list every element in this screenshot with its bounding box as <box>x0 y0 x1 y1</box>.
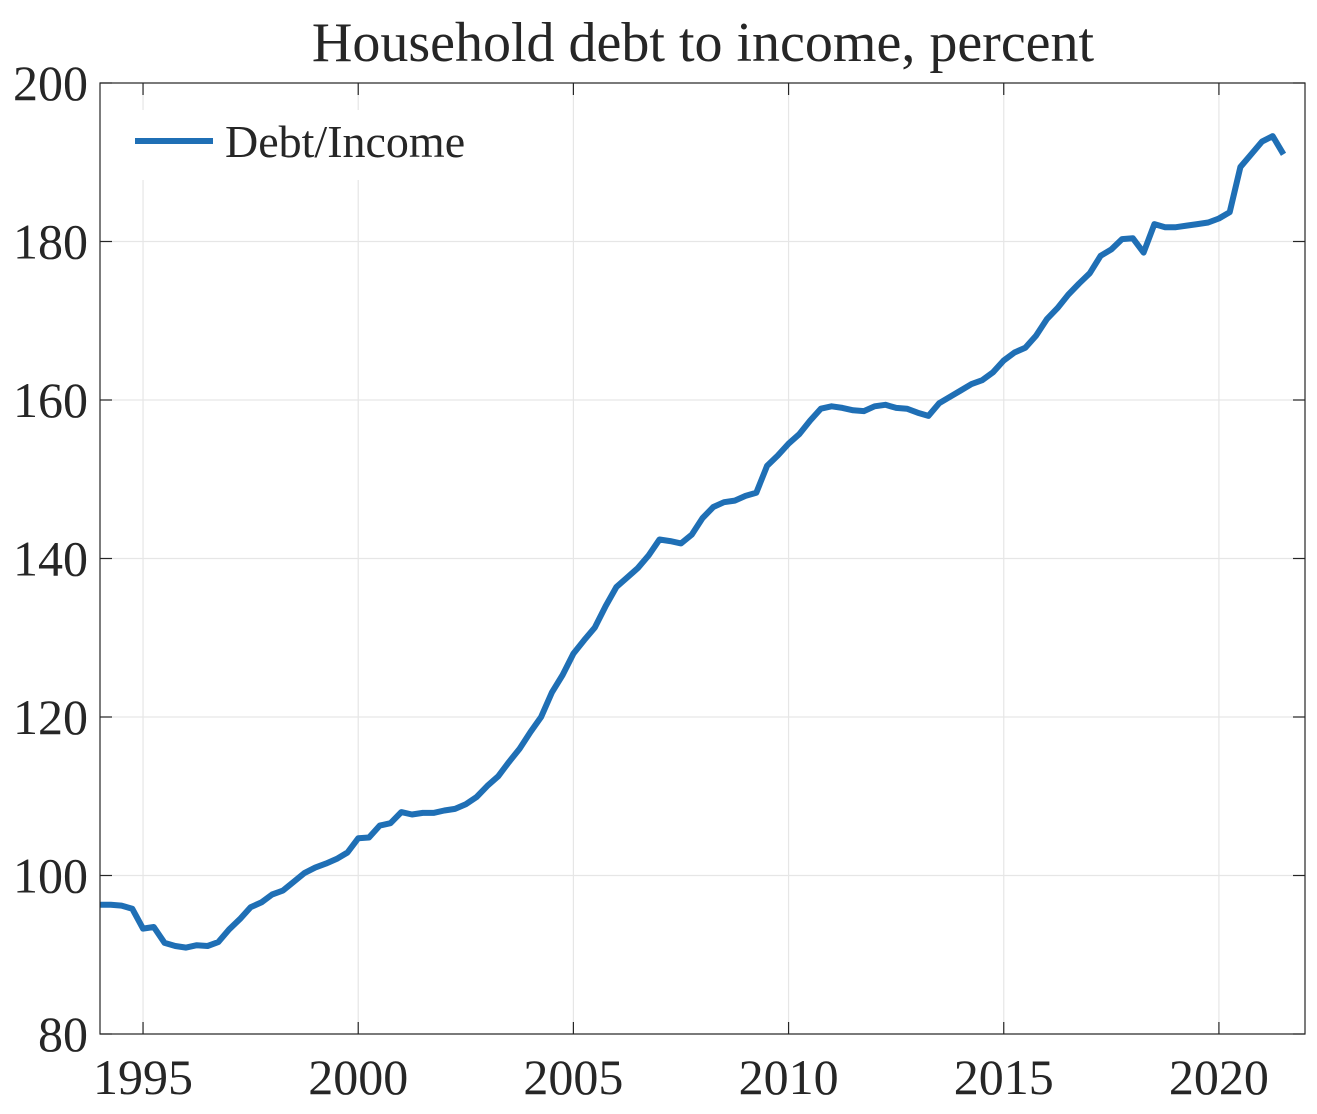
axis-ticks <box>100 82 1305 1035</box>
legend-background <box>120 110 510 180</box>
y-tick-label: 160 <box>13 372 88 428</box>
series-line-debt-income <box>100 133 1287 951</box>
legend: Debt/Income <box>120 110 510 180</box>
x-tick-label: 2005 <box>523 1049 623 1105</box>
y-tick-label: 120 <box>13 689 88 745</box>
y-tick-label: 100 <box>13 848 88 904</box>
x-tick-label: 2015 <box>954 1049 1054 1105</box>
y-tick-label: 80 <box>38 1006 88 1062</box>
axis-tick-labels: 1995 2000 2005 2010 2015 2020 80 100 120 140 160 18… <box>13 55 1269 1105</box>
y-tick-label: 180 <box>13 214 88 270</box>
x-tick-label: 2020 <box>1169 1049 1269 1105</box>
series-layer <box>100 133 1287 951</box>
chart-title: Household debt to income, percent <box>312 12 1095 74</box>
legend-label: Debt/Income <box>225 116 465 167</box>
y-tick-label: 200 <box>13 55 88 111</box>
x-tick-label: 2000 <box>308 1049 408 1105</box>
x-tick-label: 2010 <box>739 1049 839 1105</box>
y-tick-label: 140 <box>13 531 88 587</box>
x-tick-label: 1995 <box>93 1049 193 1105</box>
